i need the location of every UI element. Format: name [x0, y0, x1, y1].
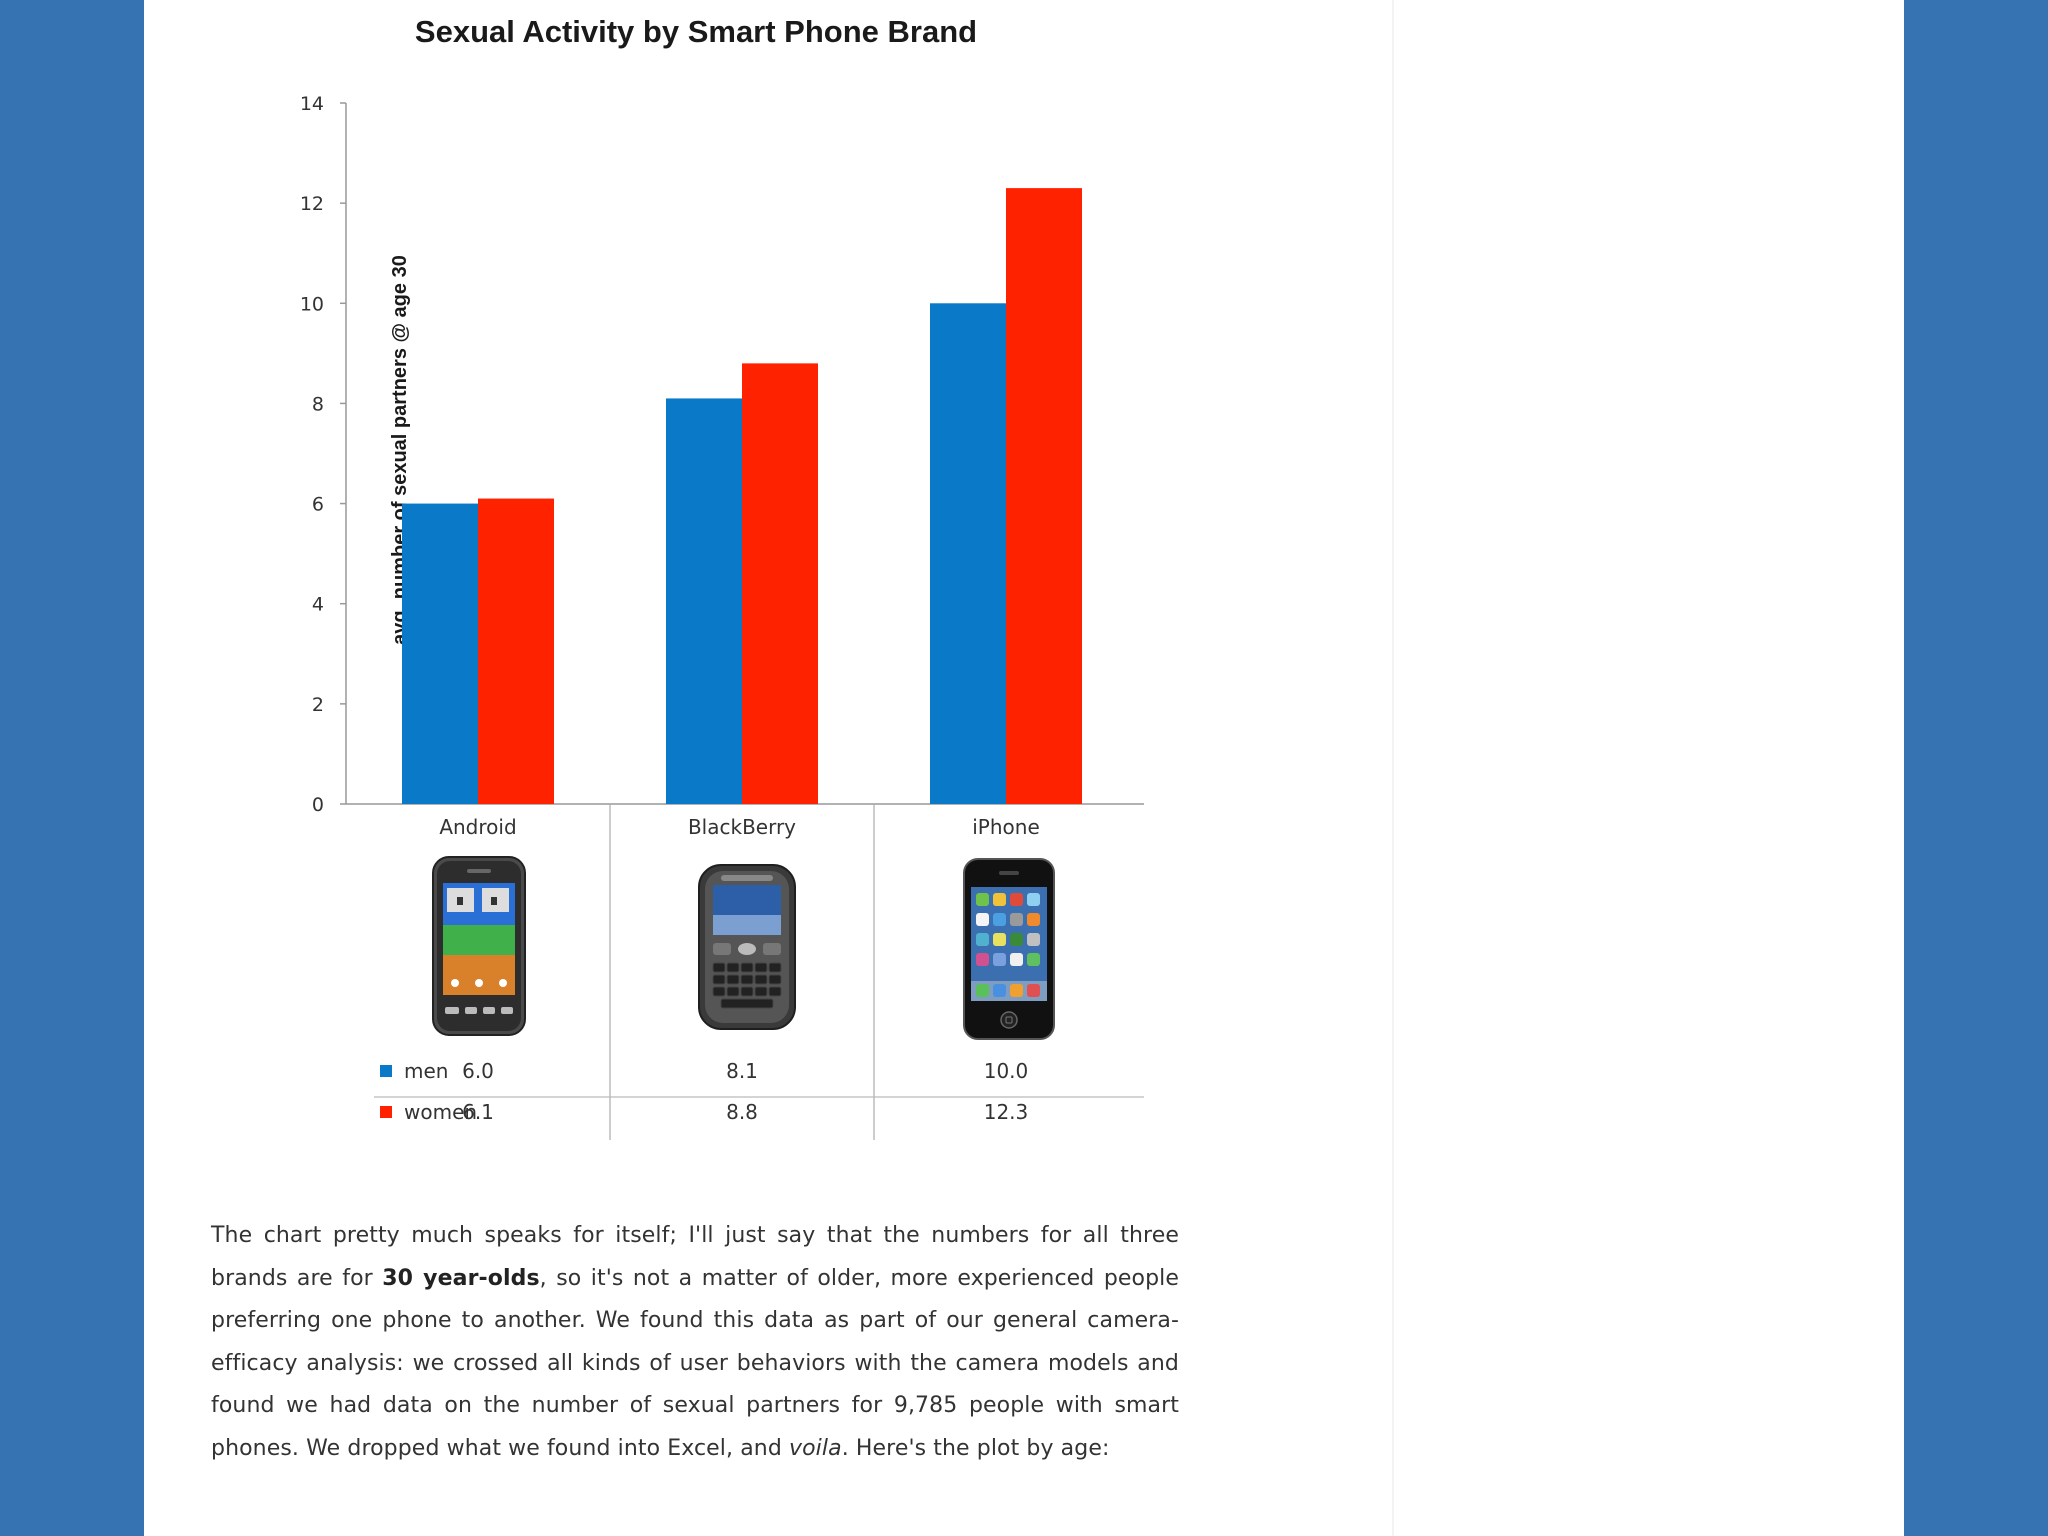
- data-label-women: 8.8: [726, 1100, 758, 1124]
- page: Sexual Activity by Smart Phone Brand avg.…: [144, 0, 1904, 1536]
- y-tick-label: 14: [300, 93, 324, 115]
- y-tick-label: 2: [312, 694, 324, 716]
- y-tick-label: 8: [312, 393, 324, 415]
- y-tick-label: 0: [312, 794, 324, 816]
- article-text-1: The chart pretty much speaks for itself;…: [211, 1223, 1179, 1291]
- x-tick-label: BlackBerry: [688, 815, 796, 839]
- article-paragraph: The chart pretty much speaks for itself;…: [211, 1215, 1179, 1470]
- x-tick-label: Android: [439, 815, 516, 839]
- bar-women-blackberry: [742, 363, 818, 804]
- legend-key-men: [380, 1065, 392, 1077]
- bar-men-android: [402, 503, 478, 804]
- data-label-men: 8.1: [726, 1059, 758, 1083]
- y-tick-label: 10: [300, 293, 324, 315]
- data-label-women: 6.1: [462, 1100, 494, 1124]
- bar-chart: Sexual Activity by Smart Phone Brandavg.…: [300, 14, 1144, 1140]
- y-tick-label: 12: [300, 193, 324, 215]
- android-phone-icon: [432, 856, 526, 1036]
- column-divider: [1392, 0, 1394, 1536]
- article-text-2: , so it's not a matter of older, more ex…: [211, 1265, 1179, 1461]
- y-tick-label: 6: [312, 494, 324, 516]
- blackberry-phone-icon: [698, 864, 796, 1030]
- article-italic-voila: voila: [789, 1435, 842, 1461]
- chart-figure: Sexual Activity by Smart Phone Brand avg.…: [144, 0, 1392, 1160]
- data-label-men: 6.0: [462, 1059, 494, 1083]
- bar-women-iphone: [1006, 188, 1082, 804]
- legend-label-women: women: [404, 1100, 477, 1124]
- y-tick-label: 4: [312, 594, 324, 616]
- legend-label-men: men: [404, 1059, 448, 1083]
- bar-men-iphone: [930, 303, 1006, 804]
- iphone-icon: [963, 858, 1055, 1040]
- bar-women-android: [478, 498, 554, 804]
- data-label-men: 10.0: [984, 1059, 1029, 1083]
- x-tick-label: iPhone: [972, 815, 1040, 839]
- article-bold-age: 30 year-olds: [382, 1265, 540, 1291]
- bar-men-blackberry: [666, 398, 742, 804]
- legend-key-women: [380, 1106, 392, 1118]
- article-text-3: . Here's the plot by age:: [841, 1435, 1110, 1461]
- data-label-women: 12.3: [984, 1100, 1029, 1124]
- chart-title: Sexual Activity by Smart Phone Brand: [415, 14, 977, 49]
